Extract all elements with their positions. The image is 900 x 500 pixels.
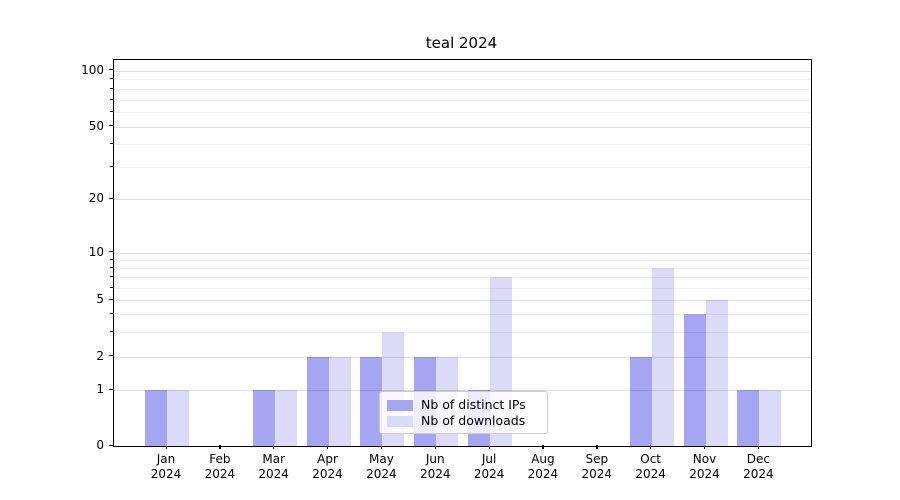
gridline-major — [114, 356, 811, 358]
gridline-minor — [114, 167, 811, 169]
x-axis-tick-label: Jul 2024 — [473, 452, 505, 481]
x-axis-tick — [704, 445, 706, 449]
y-axis-minor-tick — [110, 87, 113, 89]
y-axis-tick — [108, 444, 113, 446]
x-axis-tick-label: Nov 2024 — [689, 452, 720, 481]
x-axis-tick-label: Jan 2024 — [150, 452, 182, 481]
legend-swatch-downloads — [387, 415, 413, 427]
x-axis-tick-label: Apr 2024 — [312, 452, 343, 481]
y-axis-tick — [108, 355, 113, 357]
x-axis-tick-label: Oct 2024 — [635, 452, 666, 481]
bar-distinct-ips — [306, 356, 329, 446]
gridline-major — [114, 300, 811, 302]
gridline-major — [114, 199, 811, 201]
gridline-minor — [114, 331, 811, 333]
gridline-minor — [114, 111, 811, 113]
bar-downloads — [705, 300, 728, 446]
gridline-minor — [114, 314, 811, 316]
y-axis-tick — [108, 251, 113, 253]
y-axis-minor-tick — [110, 330, 113, 332]
y-axis-tick-label: 100 — [81, 62, 104, 77]
x-axis-tick — [596, 445, 598, 449]
y-axis-tick-label: 50 — [88, 118, 104, 133]
gridline-minor — [114, 144, 811, 146]
gridline-minor — [114, 268, 811, 270]
x-axis-tick-label: May 2024 — [366, 452, 397, 481]
gridline-major — [114, 126, 811, 128]
bar-distinct-ips — [737, 390, 760, 446]
x-axis-tick-label: Mar 2024 — [258, 452, 289, 481]
x-axis-tick — [488, 445, 490, 449]
gridline-minor — [114, 259, 811, 261]
x-axis-tick — [165, 445, 167, 449]
y-axis-tick-label: 2 — [96, 348, 104, 363]
y-axis-tick — [108, 197, 113, 200]
legend-label-downloads: Nb of downloads — [421, 413, 526, 428]
y-axis-tick-label: 0 — [96, 438, 104, 452]
gridline-major — [114, 390, 811, 392]
bar-downloads — [759, 390, 782, 446]
x-axis-tick-label: Aug 2024 — [527, 452, 559, 481]
bar-distinct-ips — [629, 356, 652, 446]
y-axis-tick-label: 20 — [88, 191, 104, 206]
y-axis-minor-tick — [110, 267, 113, 269]
bar-distinct-ips — [145, 390, 167, 446]
y-axis-minor-tick — [110, 166, 113, 168]
bar-downloads — [167, 390, 189, 446]
gridline-minor — [114, 88, 811, 90]
bar-downloads — [274, 390, 297, 446]
y-axis-tick-label: 5 — [96, 292, 104, 307]
legend-row-downloads: Nb of downloads — [387, 413, 540, 429]
y-axis-minor-tick — [110, 143, 113, 145]
y-axis-minor-tick — [110, 110, 113, 112]
legend-row-distinct-ips: Nb of distinct IPs — [387, 397, 540, 413]
y-axis-tick — [108, 125, 113, 127]
gridline-minor — [114, 277, 811, 279]
gridline-major — [114, 70, 811, 72]
gridline-minor — [114, 99, 811, 101]
x-axis-tick-label: Jun 2024 — [419, 452, 451, 481]
plot-area: Nb of distinct IPs Nb of downloads — [113, 59, 812, 447]
y-axis-tick — [108, 388, 113, 391]
y-axis-tick — [108, 69, 113, 71]
gridline-major — [114, 252, 811, 254]
x-axis-tick — [650, 445, 652, 449]
y-axis-minor-tick — [110, 313, 113, 315]
x-axis-tick-label: Sep 2024 — [581, 452, 613, 481]
y-axis-minor-tick — [110, 286, 113, 288]
chart-title: teal 2024 — [425, 34, 498, 52]
bar-distinct-ips — [360, 356, 383, 446]
y-axis-minor-tick — [110, 98, 113, 100]
x-axis-tick — [273, 445, 275, 449]
bar-distinct-ips — [683, 314, 706, 446]
legend-swatch-distinct-ips — [387, 399, 413, 411]
bar-distinct-ips — [252, 390, 275, 446]
gridline-minor — [114, 79, 811, 81]
legend-label-distinct-ips: Nb of distinct IPs — [421, 397, 526, 412]
x-axis-tick — [327, 445, 329, 449]
y-axis-minor-tick — [110, 78, 113, 80]
x-axis-tick-label: Dec 2024 — [743, 452, 774, 481]
y-axis-tick-label: 1 — [96, 382, 104, 397]
y-axis-tick-label: 10 — [88, 244, 104, 259]
x-axis-tick — [542, 445, 544, 449]
gridline-minor — [114, 287, 811, 289]
y-axis-tick — [108, 298, 113, 301]
y-axis-minor-tick — [110, 276, 113, 278]
x-axis-tick — [757, 445, 760, 449]
x-axis-tick — [434, 445, 437, 449]
y-axis-minor-tick — [110, 258, 113, 260]
bar-downloads — [328, 356, 351, 446]
legend: Nb of distinct IPs Nb of downloads — [379, 391, 548, 434]
x-axis-tick-label: Feb 2024 — [204, 452, 236, 481]
bar-downloads — [651, 268, 674, 446]
x-axis-tick — [380, 445, 383, 449]
x-axis-tick — [219, 445, 221, 449]
